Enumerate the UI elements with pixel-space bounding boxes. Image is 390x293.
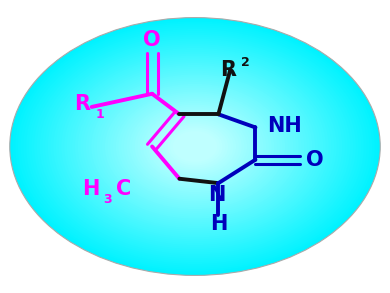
Text: NH: NH bbox=[267, 116, 302, 136]
Ellipse shape bbox=[159, 122, 231, 171]
Ellipse shape bbox=[23, 27, 367, 266]
Ellipse shape bbox=[140, 108, 250, 185]
Ellipse shape bbox=[102, 82, 288, 211]
Ellipse shape bbox=[43, 40, 347, 253]
Ellipse shape bbox=[91, 74, 299, 219]
Ellipse shape bbox=[143, 110, 247, 183]
Ellipse shape bbox=[151, 116, 239, 177]
Text: 3: 3 bbox=[103, 193, 112, 206]
Ellipse shape bbox=[173, 131, 217, 162]
Ellipse shape bbox=[127, 99, 263, 194]
Ellipse shape bbox=[86, 71, 304, 222]
Ellipse shape bbox=[64, 55, 326, 238]
Ellipse shape bbox=[10, 18, 380, 275]
Ellipse shape bbox=[89, 72, 301, 221]
Ellipse shape bbox=[21, 25, 369, 268]
Ellipse shape bbox=[32, 33, 358, 260]
Ellipse shape bbox=[37, 37, 353, 256]
Ellipse shape bbox=[58, 52, 332, 241]
Ellipse shape bbox=[80, 67, 310, 226]
Ellipse shape bbox=[119, 93, 271, 200]
Text: N: N bbox=[208, 185, 225, 205]
Text: H: H bbox=[82, 179, 99, 199]
Ellipse shape bbox=[78, 65, 312, 228]
Text: H: H bbox=[210, 214, 227, 234]
Ellipse shape bbox=[108, 86, 282, 207]
Ellipse shape bbox=[124, 97, 266, 196]
Text: R: R bbox=[220, 60, 236, 80]
Ellipse shape bbox=[113, 89, 277, 204]
Ellipse shape bbox=[50, 46, 339, 247]
Ellipse shape bbox=[135, 105, 255, 188]
Ellipse shape bbox=[94, 76, 296, 217]
Ellipse shape bbox=[105, 84, 285, 209]
Ellipse shape bbox=[40, 38, 350, 255]
Text: C: C bbox=[116, 179, 131, 199]
Ellipse shape bbox=[69, 59, 321, 234]
Ellipse shape bbox=[75, 63, 315, 230]
Ellipse shape bbox=[137, 106, 253, 187]
Ellipse shape bbox=[156, 120, 234, 173]
Ellipse shape bbox=[72, 61, 318, 232]
Ellipse shape bbox=[154, 118, 236, 175]
Ellipse shape bbox=[67, 57, 323, 236]
Ellipse shape bbox=[99, 80, 291, 213]
Ellipse shape bbox=[110, 88, 280, 205]
Ellipse shape bbox=[83, 69, 307, 224]
Ellipse shape bbox=[48, 44, 342, 249]
Ellipse shape bbox=[167, 127, 223, 166]
Ellipse shape bbox=[170, 129, 220, 164]
Ellipse shape bbox=[162, 123, 228, 170]
Text: R: R bbox=[74, 94, 90, 114]
Ellipse shape bbox=[15, 21, 375, 272]
Text: 1: 1 bbox=[96, 108, 105, 121]
Ellipse shape bbox=[26, 29, 364, 264]
Ellipse shape bbox=[148, 114, 242, 179]
Ellipse shape bbox=[53, 48, 337, 245]
Ellipse shape bbox=[61, 54, 329, 239]
Ellipse shape bbox=[34, 35, 356, 258]
Ellipse shape bbox=[29, 31, 361, 262]
Ellipse shape bbox=[165, 125, 225, 168]
Ellipse shape bbox=[132, 103, 258, 190]
Ellipse shape bbox=[12, 19, 378, 274]
Text: O: O bbox=[306, 150, 324, 170]
Ellipse shape bbox=[56, 50, 334, 243]
Ellipse shape bbox=[45, 42, 345, 251]
Text: O: O bbox=[143, 30, 161, 50]
Text: 2: 2 bbox=[241, 56, 250, 69]
Ellipse shape bbox=[116, 91, 274, 202]
Ellipse shape bbox=[18, 23, 372, 270]
Ellipse shape bbox=[121, 95, 269, 198]
Ellipse shape bbox=[97, 78, 293, 215]
Ellipse shape bbox=[129, 101, 261, 192]
Ellipse shape bbox=[145, 112, 245, 181]
